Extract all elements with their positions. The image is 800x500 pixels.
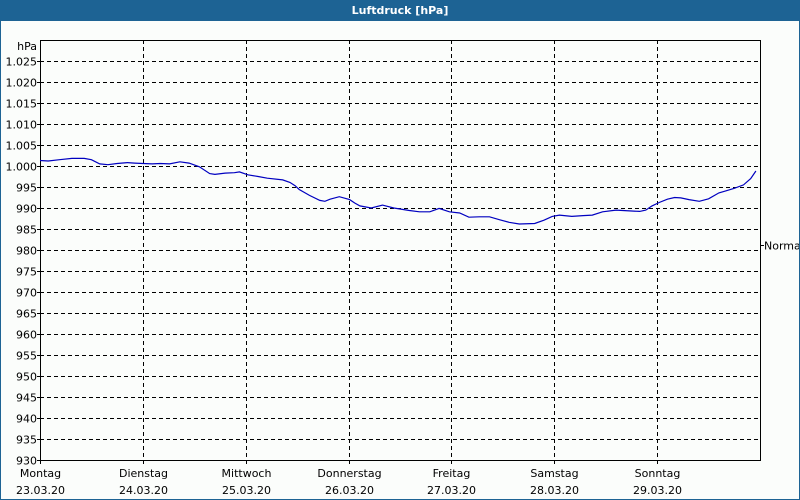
y-tick-label: 935 [16,434,37,447]
y-axis-unit: hPa [17,40,37,53]
chart-title: Luftdruck [hPa] [0,0,800,21]
y-tick-label: 1.015 [6,98,38,111]
y-tick-label: 945 [16,392,37,405]
x-tick-day: Dienstag [119,467,168,480]
y-tick-label: 965 [16,308,37,321]
y-tick-label: 955 [16,350,37,363]
x-tick-day: Sonntag [635,467,681,480]
y-tick-label: 1.005 [6,140,38,153]
x-tick-day: Mittwoch [222,467,272,480]
y-tick-label: 1.010 [6,119,38,132]
y-tick-label: 930 [16,455,37,468]
x-tick-day: Samstag [530,467,578,480]
x-tick-day: Donnerstag [317,467,381,480]
plot-frame [40,40,761,461]
y-tick-label: 975 [16,266,37,279]
normal-label: Normal [764,240,799,253]
y-tick-label: 1.020 [6,77,38,90]
chart-panel: 930 935 940 945 950 955 960 965 970 975 980 985 990 9… [1,21,799,499]
y-tick-label: 980 [16,245,37,258]
x-tick-date: 26.03.20 [325,484,374,497]
y-tick-label: 990 [16,203,37,216]
pressure-line [39,157,757,225]
y-tick-label: 960 [16,329,37,342]
x-tick-date: 24.03.20 [119,484,168,497]
x-tick-date: 29.03.20 [633,484,682,497]
y-tick-label: 1.025 [6,56,38,69]
x-tick-day: Freitag [433,467,471,480]
x-tick-date: 23.03.20 [16,484,65,497]
x-tick-date: 27.03.20 [427,484,476,497]
x-tick-date: 28.03.20 [530,484,579,497]
y-tick-label: 970 [16,287,37,300]
y-tick-label: 985 [16,224,37,237]
y-tick-label: 1.000 [6,161,38,174]
x-tick-day: Montag [20,467,61,480]
pressure-chart: 930 935 940 945 950 955 960 965 970 975 980 985 990 9… [6,40,799,497]
x-tick-date: 25.03.20 [222,484,271,497]
y-tick-label: 950 [16,371,37,384]
y-tick-label: 940 [16,413,37,426]
y-tick-label: 995 [16,182,37,195]
